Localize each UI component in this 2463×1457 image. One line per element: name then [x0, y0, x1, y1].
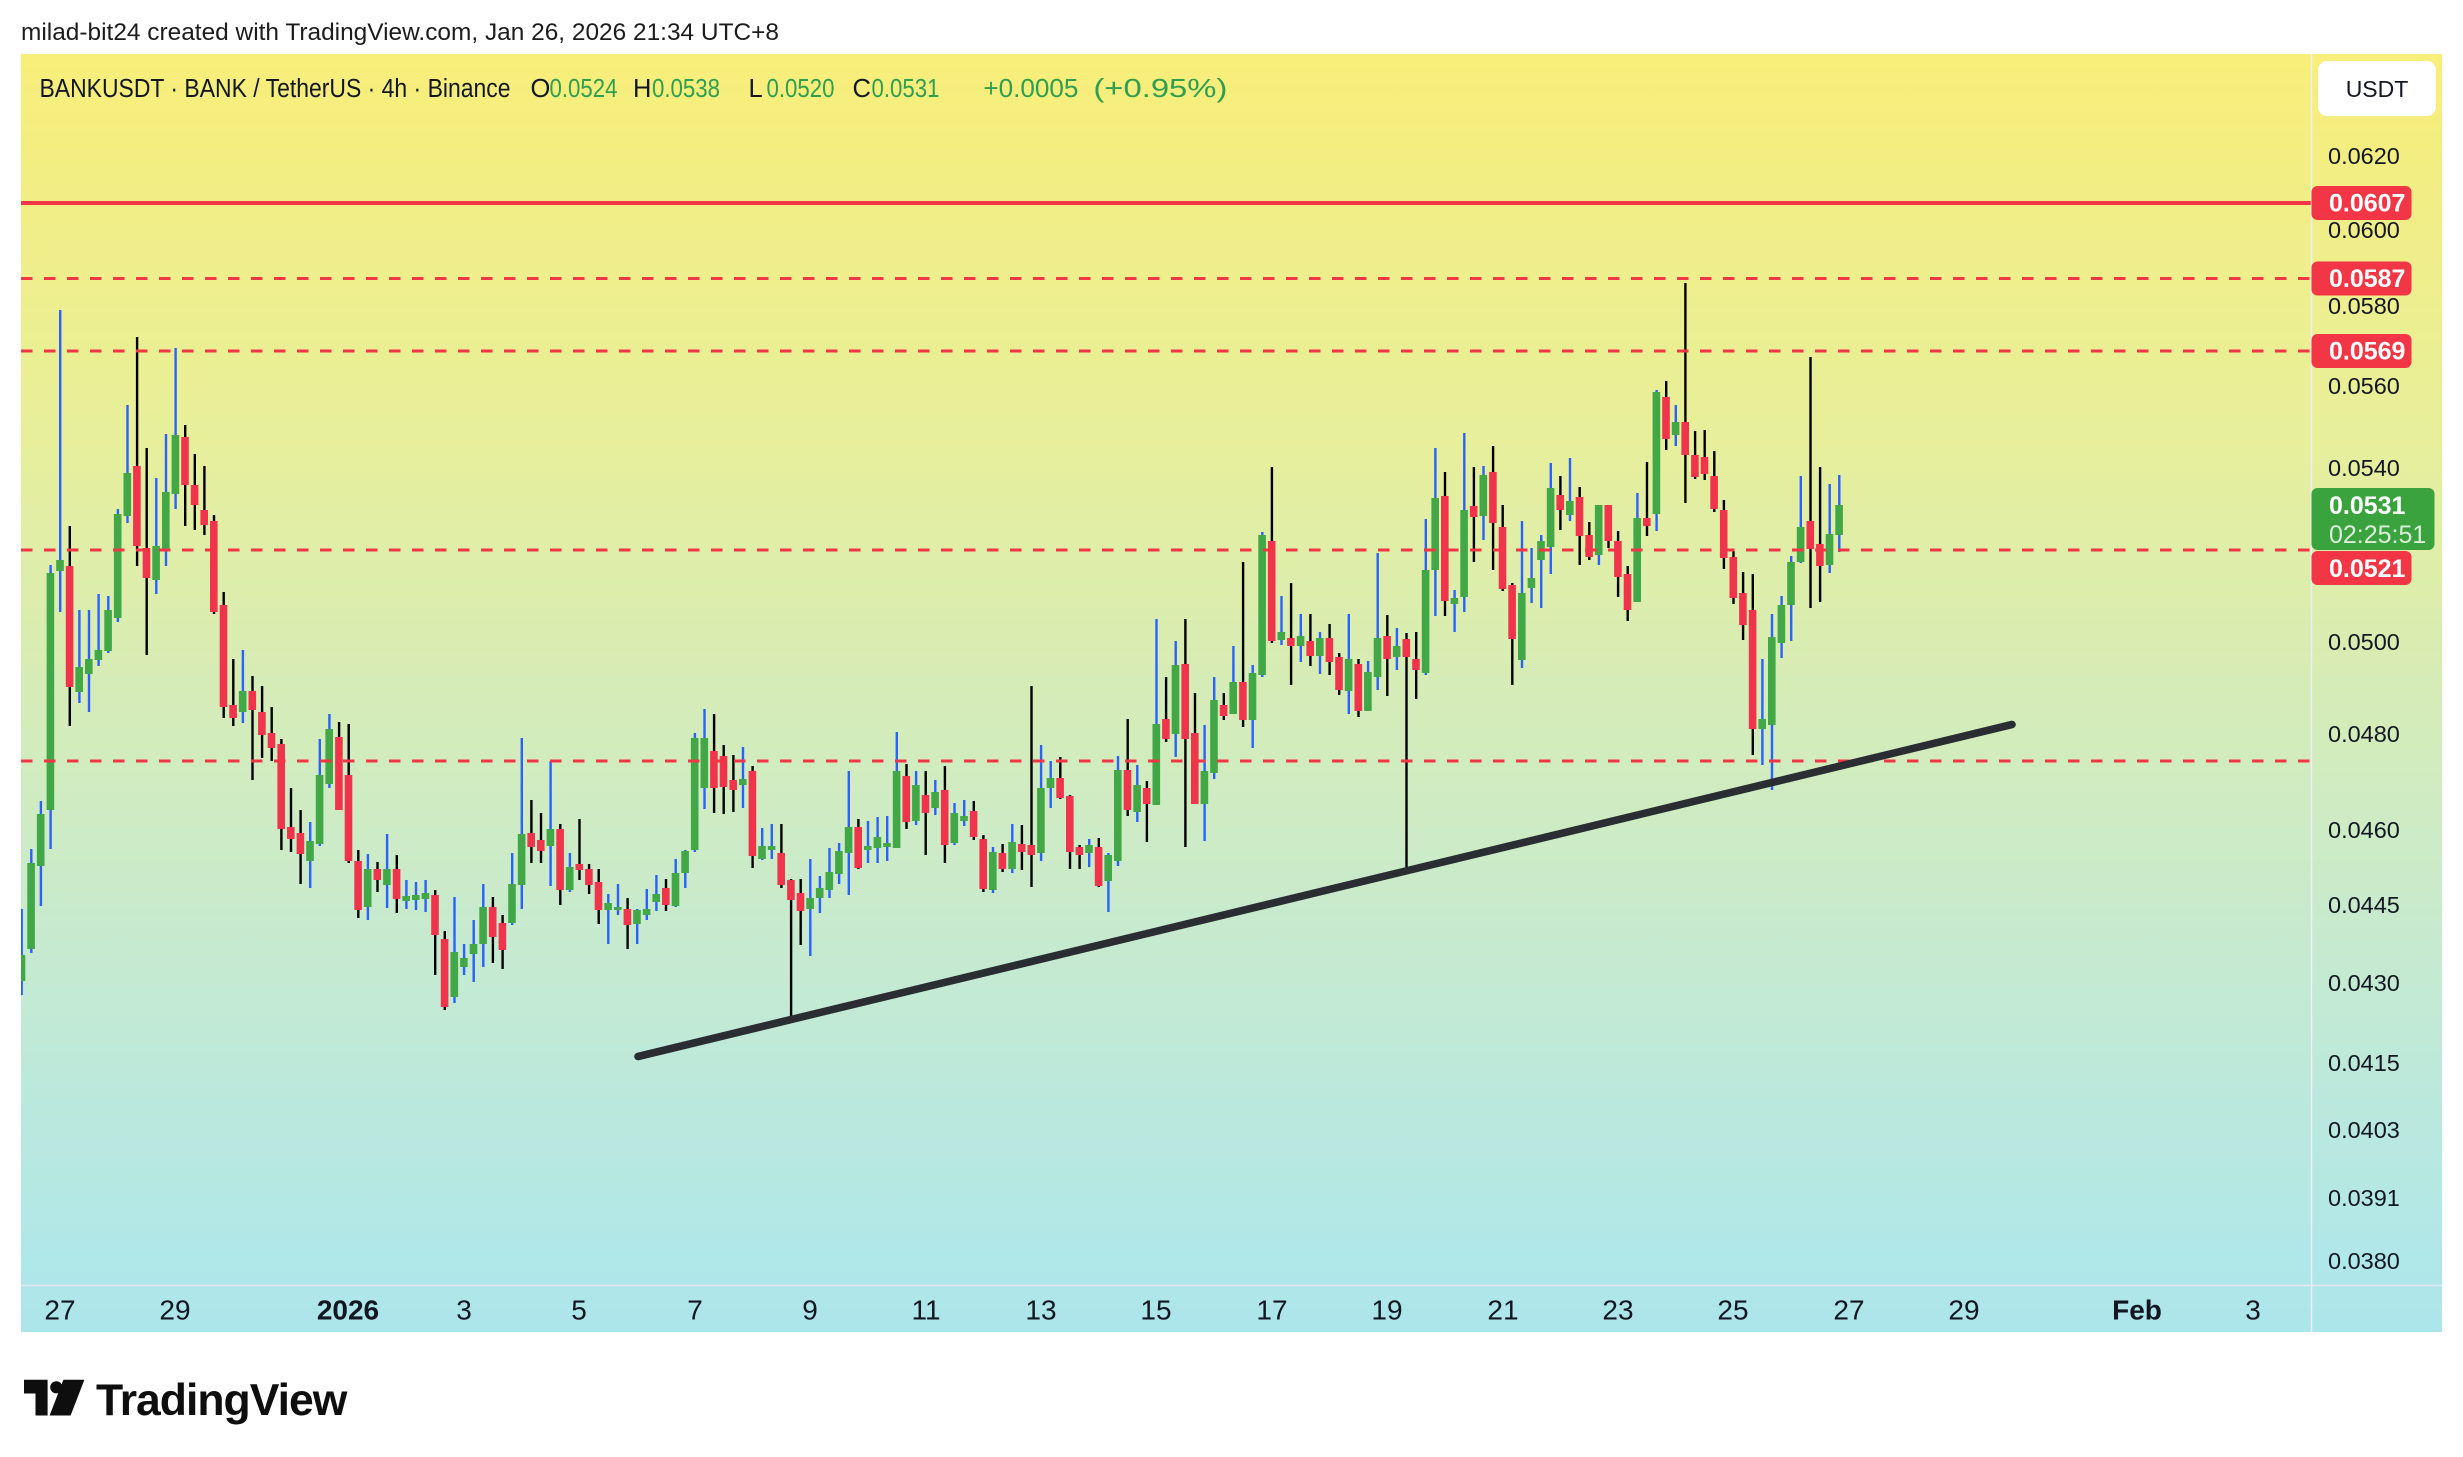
svg-text:11: 11	[911, 1295, 940, 1326]
svg-text:TradingView: TradingView	[96, 1376, 348, 1425]
svg-text:0.0531: 0.0531	[2329, 492, 2406, 520]
svg-text:+0.0005: +0.0005	[983, 75, 1078, 103]
svg-text:BANKUSDT · BANK / TetherUS · 4: BANKUSDT · BANK / TetherUS · 4h · Binanc…	[40, 75, 511, 103]
svg-text:27: 27	[44, 1295, 75, 1326]
svg-text:milad-bit24 created with Tradi: milad-bit24 created with TradingView.com…	[21, 19, 779, 46]
svg-text:0.0531: 0.0531	[872, 75, 940, 103]
svg-text:USDT: USDT	[2346, 76, 2409, 102]
svg-text:0.0540: 0.0540	[2328, 455, 2400, 481]
svg-text:0.0460: 0.0460	[2328, 817, 2400, 843]
svg-text:17: 17	[1256, 1295, 1287, 1326]
svg-text:5: 5	[571, 1295, 587, 1326]
svg-text:0.0569: 0.0569	[2329, 338, 2405, 366]
svg-text:0.0430: 0.0430	[2328, 970, 2400, 996]
svg-text:(+0.95%): (+0.95%)	[1093, 75, 1227, 103]
svg-text:0.0415: 0.0415	[2328, 1050, 2400, 1076]
svg-text:21: 21	[1487, 1295, 1518, 1326]
svg-text:0.0480: 0.0480	[2328, 721, 2400, 747]
svg-text:0.0620: 0.0620	[2328, 143, 2400, 169]
svg-text:0.0587: 0.0587	[2329, 265, 2405, 293]
svg-text:0.0560: 0.0560	[2328, 373, 2400, 399]
svg-text:2026: 2026	[317, 1295, 379, 1326]
svg-text:0.0380: 0.0380	[2328, 1248, 2400, 1274]
svg-text:3: 3	[456, 1295, 472, 1326]
svg-text:0.0580: 0.0580	[2328, 293, 2400, 319]
svg-text:0.0403: 0.0403	[2328, 1117, 2400, 1143]
svg-text:23: 23	[1602, 1295, 1633, 1326]
svg-text:0.0520: 0.0520	[767, 75, 835, 103]
svg-text:13: 13	[1025, 1295, 1056, 1326]
svg-text:Feb: Feb	[2112, 1295, 2162, 1326]
svg-text:29: 29	[159, 1295, 190, 1326]
svg-text:9: 9	[802, 1295, 818, 1326]
svg-text:O: O	[531, 75, 551, 103]
svg-text:0.0600: 0.0600	[2328, 217, 2400, 243]
svg-text:0.0607: 0.0607	[2329, 190, 2405, 218]
svg-text:L: L	[749, 75, 763, 103]
svg-text:0.0538: 0.0538	[652, 75, 720, 103]
svg-text:02:25:51: 02:25:51	[2329, 521, 2426, 549]
svg-text:0.0524: 0.0524	[550, 75, 618, 103]
svg-text:7: 7	[687, 1295, 703, 1326]
svg-text:C: C	[853, 75, 871, 103]
svg-text:0.0521: 0.0521	[2329, 555, 2406, 583]
svg-text:3: 3	[2245, 1295, 2261, 1326]
svg-text:27: 27	[1833, 1295, 1864, 1326]
svg-text:0.0391: 0.0391	[2328, 1185, 2400, 1211]
svg-text:0.0500: 0.0500	[2328, 629, 2400, 655]
svg-text:29: 29	[1948, 1295, 1979, 1326]
svg-text:H: H	[633, 75, 651, 103]
svg-text:25: 25	[1717, 1295, 1748, 1326]
svg-text:19: 19	[1371, 1295, 1402, 1326]
svg-text:0.0445: 0.0445	[2328, 892, 2400, 918]
svg-text:15: 15	[1140, 1295, 1171, 1326]
